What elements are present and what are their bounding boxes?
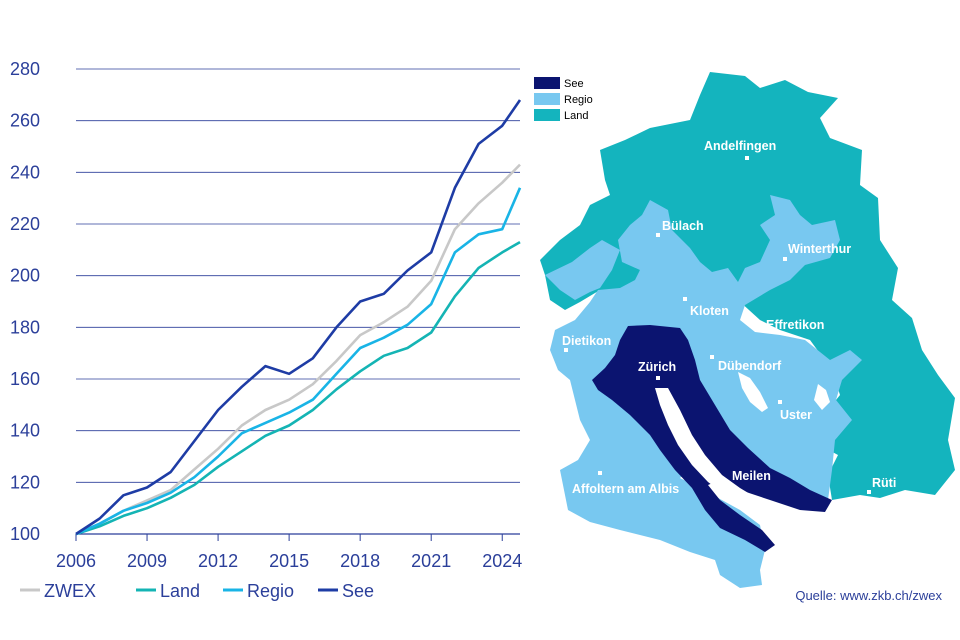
place-label-zuerich: Zürich xyxy=(638,360,676,374)
x-tick-2024: 2024 xyxy=(482,551,522,571)
series-line-zwex xyxy=(75,163,521,536)
y-tick-140: 140 xyxy=(10,421,40,441)
x-tick-2018: 2018 xyxy=(340,551,380,571)
y-tick-280: 280 xyxy=(10,59,40,79)
map-lake-greifensee xyxy=(738,372,768,412)
place-label-affoltern: Affoltern am Albis xyxy=(572,482,679,496)
x-tick-2006: 2006 xyxy=(56,551,96,571)
x-tick-2012: 2012 xyxy=(198,551,238,571)
series-line-land xyxy=(75,240,521,536)
y-tick-260: 260 xyxy=(10,111,40,131)
source-note: Quelle: www.zkb.ch/zwex xyxy=(795,588,942,603)
place-zuerich: Zürich xyxy=(638,360,676,380)
place-label-uster: Uster xyxy=(780,408,812,422)
x-tick-2021: 2021 xyxy=(411,551,451,571)
line-chart: 100 120 140 160 180 200 220 240 260 280 2006 2009 20… xyxy=(10,59,522,601)
place-dietikon: Dietikon xyxy=(562,334,611,352)
map-region-regio-north xyxy=(545,240,620,300)
legend-label-see: See xyxy=(342,581,374,601)
place-label-meilen: Meilen xyxy=(732,469,771,483)
place-effretikon: Effretikon xyxy=(758,318,824,332)
map-legend-swatch-regio xyxy=(534,93,560,105)
y-tick-100: 100 xyxy=(10,524,40,544)
legend-label-zwex: ZWEX xyxy=(44,581,96,601)
place-label-rueti: Rüti xyxy=(872,476,896,490)
place-uster: Uster xyxy=(778,400,812,422)
map-region-see xyxy=(592,325,832,552)
y-tick-120: 120 xyxy=(10,472,40,492)
place-label-duebendorf: Dübendorf xyxy=(718,359,782,373)
map-lake-zurich xyxy=(655,388,765,505)
place-buelach: Bülach xyxy=(656,219,704,237)
legend-label-regio: Regio xyxy=(247,581,294,601)
place-kloten: Kloten xyxy=(683,297,729,318)
place-affoltern: Affoltern am Albis xyxy=(572,471,679,496)
place-rueti: Rüti xyxy=(867,476,896,494)
y-tick-200: 200 xyxy=(10,266,40,286)
place-meilen: Meilen xyxy=(730,469,771,489)
place-duebendorf: Dübendorf xyxy=(710,355,782,373)
place-label-buelach: Bülach xyxy=(662,219,704,233)
series-line-regio xyxy=(75,187,522,536)
map-legend-label-regio: Regio xyxy=(564,94,593,106)
x-tick-2015: 2015 xyxy=(269,551,309,571)
place-andelfingen: Andelfingen xyxy=(704,139,776,160)
place-label-effretikon: Effretikon xyxy=(766,318,824,332)
place-label-andelfingen: Andelfingen xyxy=(704,139,776,153)
x-tick-2009: 2009 xyxy=(127,551,167,571)
map-legend-swatch-land xyxy=(534,109,560,121)
y-tick-160: 160 xyxy=(10,369,40,389)
legend-label-land: Land xyxy=(160,581,200,601)
place-label-winterthur: Winterthur xyxy=(788,242,851,256)
y-tick-240: 240 xyxy=(10,162,40,182)
y-tick-220: 220 xyxy=(10,214,40,234)
series-line-see xyxy=(75,99,522,536)
map-legend-swatch-see xyxy=(534,77,560,89)
map-legend-label-see: See xyxy=(564,78,584,90)
place-label-dietikon: Dietikon xyxy=(562,334,611,348)
place-label-kloten: Kloten xyxy=(690,304,729,318)
y-tick-180: 180 xyxy=(10,317,40,337)
map-lake-pfaeffikersee xyxy=(814,384,830,410)
place-winterthur: Winterthur xyxy=(783,242,851,261)
canton-map: See Regio Land Andelfingen Bülach Winter… xyxy=(534,72,955,588)
map-legend-label-land: Land xyxy=(564,110,588,122)
